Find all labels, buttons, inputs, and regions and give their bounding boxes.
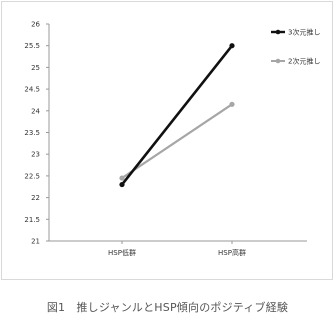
series-point-2: [119, 175, 125, 181]
y-tick-label: 22: [31, 194, 40, 202]
legend-label-2: 2次元推し: [288, 57, 320, 66]
chart-frame: 26 25.5 25 24.5 24 23.5 23 22.5 22 21.5 21 HSP低群 HSP…: [1, 1, 333, 280]
series-line-1: [120, 44, 234, 186]
x-tick-label: HSP低群: [108, 248, 136, 257]
y-tick-label: 23.5: [24, 129, 40, 137]
y-tick-label: 24: [31, 107, 40, 115]
y-tick-label: 22.5: [24, 172, 40, 180]
figure-caption: 図1 推しジャンルとHSP傾向のポジティブ経験: [46, 301, 289, 314]
y-tick-label: 21.5: [24, 216, 40, 224]
legend-marker-2: [275, 58, 281, 64]
series-point-2: [229, 101, 235, 107]
y-tick-label: 24.5: [24, 86, 40, 94]
line-chart: 26 25.5 25 24.5 24 23.5 23 22.5 22 21.5 21 HSP低群 HSP…: [24, 21, 320, 258]
x-tick-label: HSP高群: [218, 248, 246, 257]
series-line-2: [120, 103, 234, 180]
y-tick-label: 21: [31, 238, 40, 246]
legend-marker-1: [275, 29, 281, 35]
y-tick-label: 25.5: [24, 42, 40, 50]
series-point-1: [229, 43, 235, 49]
y-tick-label: 26: [31, 21, 40, 29]
series-point-1: [119, 181, 125, 188]
legend-label-1: 3次元推し: [288, 28, 320, 37]
y-tick-label: 25: [31, 64, 40, 72]
y-tick-label: 23: [31, 151, 40, 159]
